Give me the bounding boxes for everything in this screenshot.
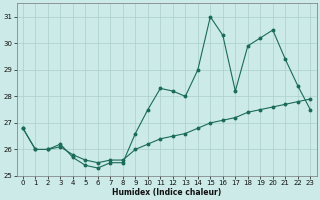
X-axis label: Humidex (Indice chaleur): Humidex (Indice chaleur) bbox=[112, 188, 221, 197]
